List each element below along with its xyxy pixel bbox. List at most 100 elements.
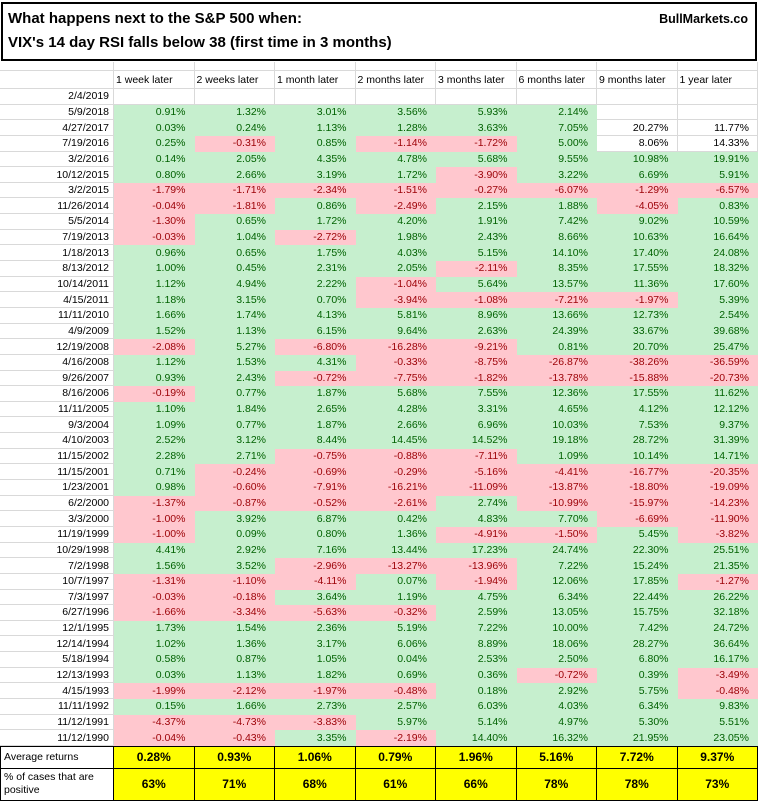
value-cell: 1.13% (195, 324, 276, 340)
percent-positive-value: 61% (356, 769, 437, 801)
value-cell: 3.52% (195, 558, 276, 574)
value-cell: 14.10% (517, 245, 598, 261)
value-cell: 15.75% (597, 605, 678, 621)
date-cell: 12/13/1993 (0, 668, 114, 684)
value-cell: 16.17% (678, 652, 758, 668)
value-cell: 9.83% (678, 699, 758, 715)
value-cell: 13.44% (356, 543, 437, 559)
value-cell: 12.73% (597, 308, 678, 324)
value-cell: 18.32% (678, 261, 758, 277)
value-cell: 0.77% (195, 386, 276, 402)
value-cell: -1.04% (356, 277, 437, 293)
date-cell: 8/13/2012 (0, 261, 114, 277)
value-cell: 1.12% (114, 355, 195, 371)
value-cell: -11.09% (436, 480, 517, 496)
value-cell: -3.49% (678, 668, 758, 684)
value-cell: -6.80% (275, 339, 356, 355)
value-cell: -0.18% (195, 590, 276, 606)
value-cell: 2.28% (114, 449, 195, 465)
value-cell: 1.87% (275, 417, 356, 433)
value-cell: 17.60% (678, 277, 758, 293)
percent-positive-value: 66% (436, 769, 517, 801)
date-cell: 6/2/2000 (0, 496, 114, 512)
value-cell: 2.73% (275, 699, 356, 715)
value-cell: -0.87% (195, 496, 276, 512)
average-return-value: 1.96% (436, 746, 517, 769)
value-cell: -1.66% (114, 605, 195, 621)
value-cell: 6.34% (597, 699, 678, 715)
value-cell: 22.30% (597, 543, 678, 559)
date-cell: 4/10/2003 (0, 433, 114, 449)
date-cell: 4/27/2017 (0, 120, 114, 136)
data-row: 6/2/2000-1.37%-0.87%-0.52%-2.61%2.74%-10… (0, 496, 758, 512)
value-cell: 1.66% (114, 308, 195, 324)
value-cell: 3.15% (195, 292, 276, 308)
page-title: What happens next to the S&P 500 when: (8, 7, 302, 31)
date-cell: 11/11/1992 (0, 699, 114, 715)
average-return-value: 1.06% (275, 746, 356, 769)
value-cell: 7.42% (517, 214, 598, 230)
value-cell: 4.03% (356, 245, 437, 261)
value-cell: 1.19% (356, 590, 437, 606)
value-cell: -2.49% (356, 198, 437, 214)
value-cell: 1.54% (195, 621, 276, 637)
value-cell: 10.59% (678, 214, 758, 230)
value-cell: 3.17% (275, 636, 356, 652)
value-cell: -2.19% (356, 730, 437, 746)
date-cell: 7/19/2016 (0, 136, 114, 152)
value-cell: -4.37% (114, 715, 195, 731)
value-cell: -13.96% (436, 558, 517, 574)
value-cell: 0.71% (114, 464, 195, 480)
value-cell: 8.96% (436, 308, 517, 324)
value-cell: 1.72% (275, 214, 356, 230)
value-cell: 5.00% (517, 136, 598, 152)
value-cell: -1.97% (275, 683, 356, 699)
value-cell: 4.83% (436, 511, 517, 527)
value-cell: -13.78% (517, 371, 598, 387)
value-cell: 4.13% (275, 308, 356, 324)
date-cell: 4/9/2009 (0, 324, 114, 340)
value-cell: 0.45% (195, 261, 276, 277)
value-cell: -19.09% (678, 480, 758, 496)
value-cell: 0.83% (678, 198, 758, 214)
value-cell: -1.71% (195, 183, 276, 199)
value-cell: -2.12% (195, 683, 276, 699)
value-cell: 2.63% (436, 324, 517, 340)
date-cell: 11/19/1999 (0, 527, 114, 543)
value-cell: 4.78% (356, 152, 437, 168)
value-cell: -0.72% (517, 668, 598, 684)
value-cell: 3.01% (275, 105, 356, 121)
value-cell: -13.87% (517, 480, 598, 496)
value-cell: 1.72% (356, 167, 437, 183)
value-cell: -1.31% (114, 574, 195, 590)
value-cell: 3.19% (275, 167, 356, 183)
value-cell: 14.33% (678, 136, 758, 152)
value-cell: -1.81% (195, 198, 276, 214)
value-cell: 1.87% (275, 386, 356, 402)
spacer-cell (0, 62, 114, 71)
value-cell: 4.41% (114, 543, 195, 559)
value-cell: 10.14% (597, 449, 678, 465)
value-cell: -5.63% (275, 605, 356, 621)
value-cell: 8.89% (436, 636, 517, 652)
value-cell: -6.07% (517, 183, 598, 199)
value-cell: -1.10% (195, 574, 276, 590)
value-cell: 5.15% (436, 245, 517, 261)
value-cell: -1.82% (436, 371, 517, 387)
value-cell: 0.39% (597, 668, 678, 684)
value-cell: 5.19% (356, 621, 437, 637)
value-cell: 4.20% (356, 214, 437, 230)
column-header: 1 month later (275, 71, 356, 89)
average-return-value: 9.37% (678, 746, 758, 769)
value-cell: 13.05% (517, 605, 598, 621)
date-cell: 3/2/2016 (0, 152, 114, 168)
value-cell (597, 105, 678, 121)
